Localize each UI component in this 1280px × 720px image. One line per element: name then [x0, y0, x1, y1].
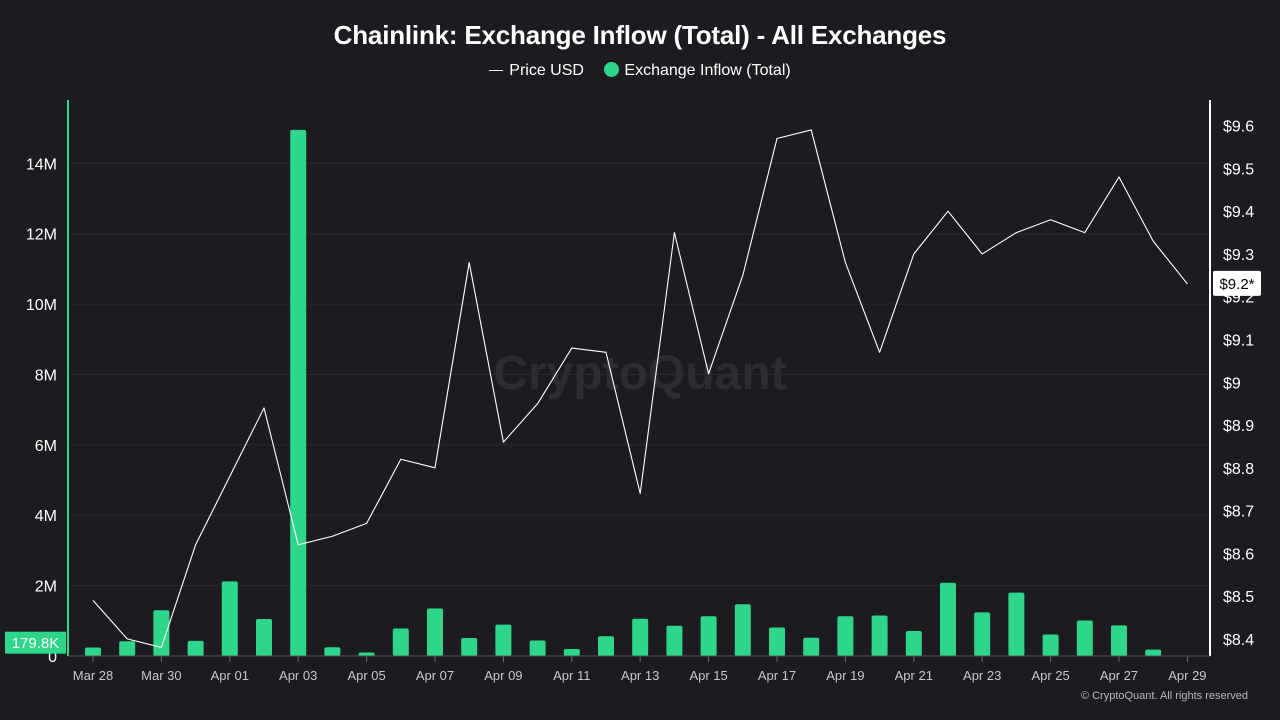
inflow-bar[interactable]: [871, 615, 888, 656]
y-left-tick-label: 14M: [26, 156, 57, 173]
inflow-bar[interactable]: [256, 619, 272, 656]
y-right-tick-label: $8.6: [1223, 546, 1254, 563]
y-left-tick-label: 4M: [35, 508, 57, 525]
inflow-bar[interactable]: [1111, 625, 1127, 656]
axes: [67, 100, 1211, 662]
dot-swatch-icon: [604, 62, 620, 77]
y-left-tick-label: 2M: [35, 579, 57, 596]
y-right-tick-label: $9.4: [1223, 204, 1254, 221]
inflow-bar[interactable]: [563, 648, 580, 656]
price-series-line[interactable]: [92, 129, 1188, 648]
inflow-bar[interactable]: [324, 647, 341, 656]
inflow-bar[interactable]: [974, 612, 991, 656]
y-left-tick-label: 6M: [35, 438, 57, 455]
inflow-bar[interactable]: [837, 616, 854, 656]
chart-title: Chainlink: Exchange Inflow (Total) - All…: [333, 20, 947, 50]
x-tick-label: Apr 29: [1168, 668, 1206, 683]
x-tick-label: Apr 27: [1100, 668, 1138, 683]
inflow-bar[interactable]: [666, 625, 683, 656]
x-tick-label: Mar 30: [141, 668, 181, 683]
inflow-bar[interactable]: [392, 628, 409, 656]
y-right-tick-label: $9.3: [1223, 247, 1254, 264]
legend-price-label: Price USD: [509, 62, 584, 79]
axis-labels: 0 2M 4M 6M 8M 10M 12M 14M $8.4 $8.5 $8.6 $8.7 $8.8 $8…: [5, 119, 1261, 683]
legend-inflow-label: Exchange Inflow (Total): [624, 62, 791, 79]
inflow-bar[interactable]: [221, 581, 238, 656]
x-tick-label: Apr 17: [758, 668, 796, 683]
inflow-bar[interactable]: [427, 608, 443, 656]
y-right-tick-label: $8.7: [1223, 504, 1254, 521]
legend-item-inflow[interactable]: Exchange Inflow (Total): [604, 62, 791, 80]
x-tick-label: Apr 19: [826, 668, 864, 683]
inflow-bar[interactable]: [119, 641, 136, 656]
inflow-bar[interactable]: [769, 627, 785, 656]
copyright-text: © CryptoQuant. All rights reserved: [1080, 690, 1248, 702]
last-inflow-badge: [5, 631, 66, 654]
inflow-bar[interactable]: [940, 582, 956, 656]
line-swatch-icon: [489, 70, 504, 72]
legend-item-price[interactable]: Price USD: [489, 62, 584, 80]
watermark: CryptoQuant: [493, 347, 786, 400]
gridlines: [68, 162, 1210, 587]
y-left-tick-label: 8M: [35, 367, 57, 384]
y-right-tick-label: $9.6: [1223, 119, 1254, 136]
y-left-tick-label: 12M: [26, 227, 57, 244]
y-right-tick-label: $9.1: [1223, 333, 1254, 350]
x-tick-label: Apr 01: [211, 668, 249, 683]
inflow-bar[interactable]: [358, 652, 375, 656]
x-tick-label: Apr 23: [963, 668, 1001, 683]
x-tick-label: Apr 15: [689, 668, 727, 683]
inflow-bar[interactable]: [495, 624, 512, 656]
x-tick-label: Apr 21: [895, 668, 933, 683]
x-tick-label: Apr 11: [553, 668, 590, 683]
inflow-bar[interactable]: [905, 631, 922, 656]
x-tick-label: Mar 28: [73, 668, 113, 683]
legend: Price USD Exchange Inflow (Total): [0, 62, 1280, 80]
inflow-bar[interactable]: [632, 618, 649, 656]
inflow-bar[interactable]: [1042, 634, 1059, 656]
inflow-bar[interactable]: [529, 640, 546, 656]
inflow-bar[interactable]: [153, 610, 170, 656]
inflow-bar[interactable]: [1145, 649, 1162, 656]
inflow-bar[interactable]: [803, 637, 820, 656]
y-right-tick-label: $8.5: [1223, 589, 1254, 606]
inflow-bars: [85, 129, 1162, 657]
inflow-bar[interactable]: [187, 640, 204, 656]
inflow-bar[interactable]: [85, 647, 101, 656]
inflow-bar[interactable]: [734, 604, 751, 656]
x-tick-label: Apr 05: [347, 668, 385, 683]
x-tick-label: Apr 07: [416, 668, 454, 683]
x-tick-label: Apr 25: [1031, 668, 1069, 683]
last-price-badge: [1213, 270, 1261, 296]
y-right-tick-label: $9: [1223, 375, 1241, 392]
y-right-tick-label: $9.5: [1223, 161, 1254, 178]
inflow-bar[interactable]: [598, 636, 614, 656]
last-price-label: $9.2*: [1219, 276, 1254, 293]
y-right-tick-label: $8.9: [1223, 418, 1254, 435]
inflow-bar[interactable]: [1008, 592, 1025, 656]
y-right-tick-label: $8.8: [1223, 461, 1254, 478]
inflow-bar[interactable]: [290, 129, 307, 657]
x-tick-label: Apr 09: [484, 668, 522, 683]
inflow-bar[interactable]: [1076, 620, 1093, 656]
y-left-tick-label: 0: [48, 649, 57, 666]
inflow-bar[interactable]: [700, 616, 717, 656]
last-inflow-label: 179.8K: [12, 635, 60, 652]
y-right-tick-label: $8.4: [1223, 632, 1254, 649]
x-tick-label: Apr 03: [279, 668, 317, 683]
x-tick-label: Apr 13: [621, 668, 659, 683]
y-left-tick-label: 10M: [26, 297, 57, 314]
inflow-bar[interactable]: [461, 638, 478, 656]
price-line: [92, 129, 1188, 648]
